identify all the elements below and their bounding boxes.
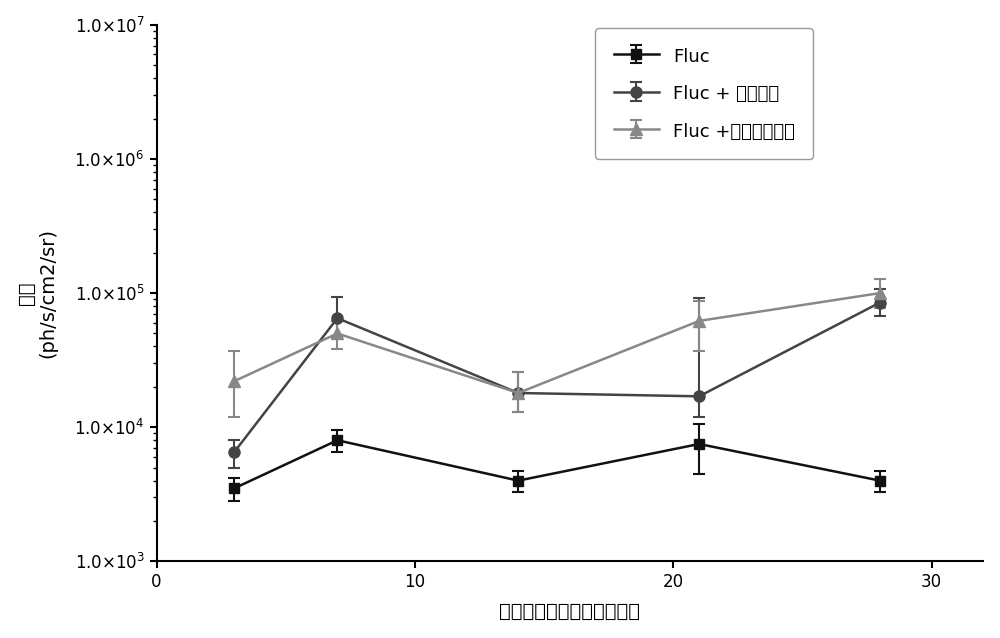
Legend: Fluc, Fluc + 氯膛酸盐, Fluc +氟羟脱氢皮醇: Fluc, Fluc + 氯膛酸盐, Fluc +氟羟脱氢皮醇 <box>595 28 813 159</box>
X-axis label: 时间（注射载体后的天数）: 时间（注射载体后的天数） <box>499 602 640 621</box>
Y-axis label: 发光
(ph/s/cm2/sr): 发光 (ph/s/cm2/sr) <box>17 228 58 358</box>
